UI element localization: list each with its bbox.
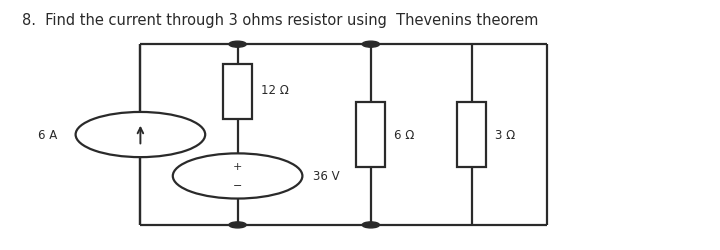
Circle shape	[229, 42, 246, 48]
Circle shape	[229, 222, 246, 228]
Text: 36 V: 36 V	[313, 170, 340, 183]
Text: 3 Ω: 3 Ω	[495, 128, 515, 141]
FancyBboxPatch shape	[356, 102, 385, 168]
Text: +: +	[233, 162, 243, 172]
Text: 8.  Find the current through 3 ohms resistor using  Thevenins theorem: 8. Find the current through 3 ohms resis…	[22, 12, 538, 28]
Circle shape	[173, 154, 302, 199]
Circle shape	[76, 112, 205, 158]
Text: 6 A: 6 A	[38, 128, 58, 141]
Circle shape	[362, 222, 379, 228]
FancyBboxPatch shape	[223, 65, 252, 120]
Text: 6 Ω: 6 Ω	[394, 128, 414, 141]
Circle shape	[362, 42, 379, 48]
FancyBboxPatch shape	[457, 102, 486, 168]
Text: −: −	[233, 181, 243, 191]
Text: 12 Ω: 12 Ω	[261, 84, 289, 96]
